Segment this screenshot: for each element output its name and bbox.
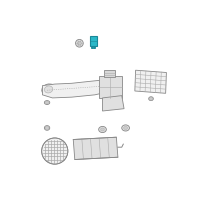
Ellipse shape xyxy=(149,97,153,101)
Ellipse shape xyxy=(44,86,53,93)
Ellipse shape xyxy=(99,126,106,133)
Circle shape xyxy=(45,126,49,130)
Ellipse shape xyxy=(42,84,55,95)
Ellipse shape xyxy=(122,125,129,131)
Bar xyxy=(99,76,122,98)
Ellipse shape xyxy=(44,101,50,104)
Polygon shape xyxy=(73,137,118,160)
Polygon shape xyxy=(42,79,114,98)
Circle shape xyxy=(76,39,83,47)
Circle shape xyxy=(77,41,81,45)
Bar xyxy=(90,36,97,46)
Polygon shape xyxy=(135,70,166,93)
Circle shape xyxy=(42,138,68,164)
Polygon shape xyxy=(102,96,124,111)
Bar xyxy=(91,46,95,48)
Ellipse shape xyxy=(124,126,128,129)
Circle shape xyxy=(149,97,153,100)
Ellipse shape xyxy=(46,102,48,104)
Ellipse shape xyxy=(101,128,104,131)
Ellipse shape xyxy=(44,126,50,130)
Bar xyxy=(104,70,115,77)
